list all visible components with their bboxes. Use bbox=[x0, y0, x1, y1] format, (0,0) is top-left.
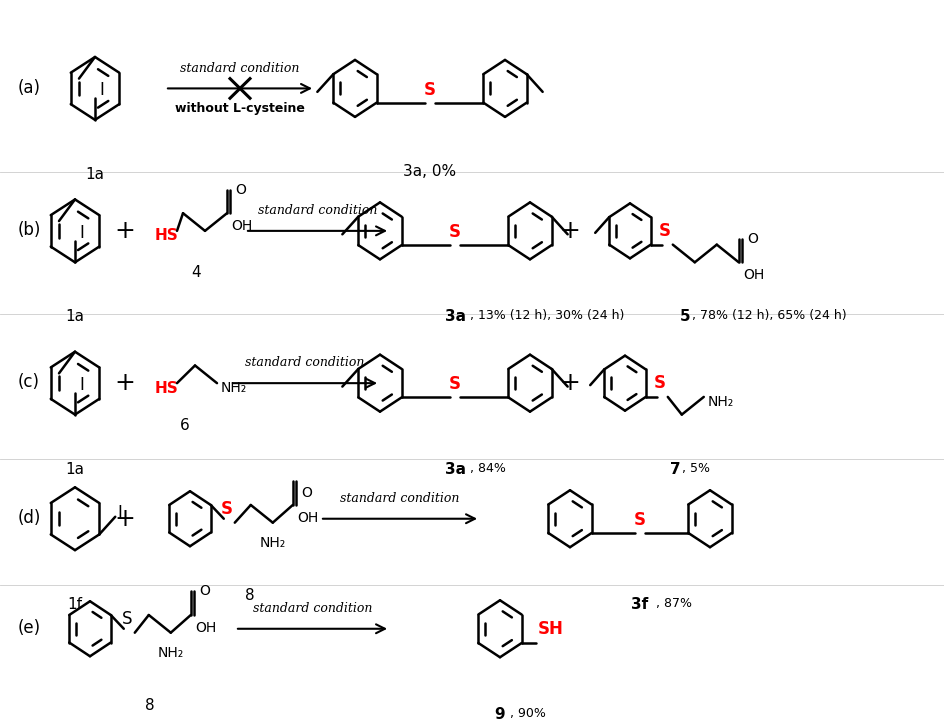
Text: , 84%: , 84% bbox=[469, 462, 505, 475]
Text: 3a, 0%: 3a, 0% bbox=[403, 164, 456, 179]
Text: (e): (e) bbox=[18, 619, 42, 637]
Text: +: + bbox=[114, 219, 135, 243]
Text: 6: 6 bbox=[180, 418, 190, 432]
Text: standard condition: standard condition bbox=[258, 204, 377, 217]
Text: S: S bbox=[653, 374, 666, 392]
Text: NH₂: NH₂ bbox=[707, 395, 733, 408]
Text: O: O bbox=[746, 232, 757, 246]
Text: 5: 5 bbox=[679, 309, 689, 325]
Text: HS: HS bbox=[155, 228, 178, 243]
Text: S: S bbox=[658, 222, 670, 240]
Text: I: I bbox=[117, 504, 122, 522]
Text: 9: 9 bbox=[494, 707, 505, 722]
Text: 1a: 1a bbox=[65, 462, 84, 476]
Text: O: O bbox=[300, 486, 312, 500]
Text: (c): (c) bbox=[18, 373, 40, 391]
Text: 8: 8 bbox=[244, 588, 255, 602]
Text: OH: OH bbox=[194, 621, 216, 635]
Text: , 5%: , 5% bbox=[682, 462, 709, 475]
Text: (d): (d) bbox=[18, 509, 42, 527]
Text: HS: HS bbox=[155, 380, 178, 395]
Text: standard condition: standard condition bbox=[340, 492, 459, 505]
Text: S: S bbox=[633, 511, 646, 529]
Text: S: S bbox=[221, 500, 232, 518]
Text: +: + bbox=[559, 219, 580, 243]
Text: without L-cysteine: without L-cysteine bbox=[175, 102, 305, 115]
Text: standard condition: standard condition bbox=[180, 61, 299, 74]
Text: , 90%: , 90% bbox=[510, 707, 546, 720]
Text: , 87%: , 87% bbox=[655, 597, 691, 610]
Text: S: S bbox=[448, 223, 461, 241]
Text: S: S bbox=[448, 375, 461, 393]
Text: +: + bbox=[559, 371, 580, 395]
Text: +: + bbox=[114, 371, 135, 395]
Text: 1f: 1f bbox=[67, 597, 82, 612]
Text: 4: 4 bbox=[191, 265, 201, 281]
Text: 3f: 3f bbox=[631, 597, 648, 612]
Text: S: S bbox=[122, 609, 132, 628]
Text: O: O bbox=[198, 584, 210, 599]
Text: , 78% (12 h), 65% (24 h): , 78% (12 h), 65% (24 h) bbox=[691, 309, 846, 322]
Text: +: + bbox=[114, 507, 135, 531]
Text: standard condition: standard condition bbox=[253, 602, 372, 615]
Text: 1a: 1a bbox=[65, 309, 84, 325]
Text: standard condition: standard condition bbox=[245, 356, 364, 369]
Text: O: O bbox=[235, 183, 245, 197]
Text: NH₂: NH₂ bbox=[221, 381, 247, 395]
Text: I: I bbox=[79, 224, 84, 241]
Text: NH₂: NH₂ bbox=[158, 646, 184, 660]
Text: 8: 8 bbox=[145, 698, 155, 713]
Text: 7: 7 bbox=[669, 462, 680, 476]
Text: , 13% (12 h), 30% (24 h): , 13% (12 h), 30% (24 h) bbox=[469, 309, 624, 322]
Text: I: I bbox=[79, 376, 84, 394]
Text: S: S bbox=[424, 81, 435, 99]
Text: SH: SH bbox=[537, 620, 563, 638]
Text: 1a: 1a bbox=[85, 167, 105, 182]
Text: OH: OH bbox=[230, 219, 252, 233]
Text: 3a: 3a bbox=[444, 462, 465, 476]
Text: (b): (b) bbox=[18, 221, 42, 239]
Text: OH: OH bbox=[296, 511, 318, 525]
Text: OH: OH bbox=[742, 268, 764, 282]
Text: 3a: 3a bbox=[444, 309, 465, 325]
Text: (a): (a) bbox=[18, 79, 41, 97]
Text: NH₂: NH₂ bbox=[260, 536, 286, 550]
Text: I: I bbox=[99, 82, 104, 99]
